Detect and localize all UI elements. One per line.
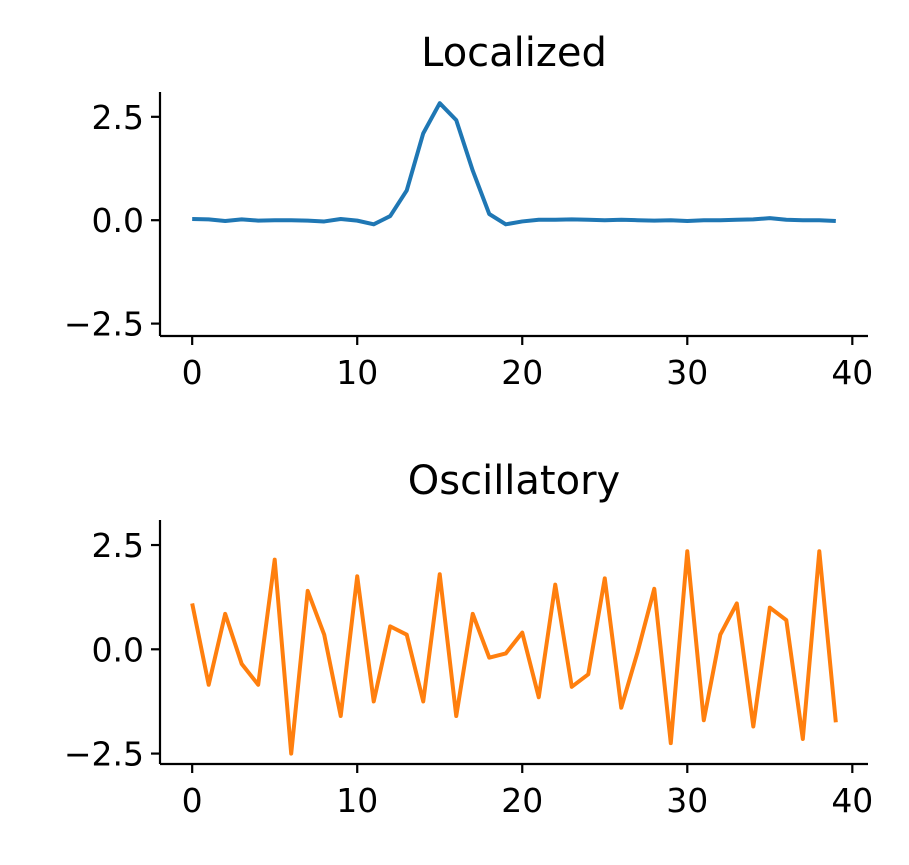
- localized-panel: Localized 0 10 20 30 40 −2.5 0.0 2.5: [64, 30, 873, 392]
- oscillatory-x-tick-label: 10: [336, 781, 378, 820]
- localized-y-tick-label: 2.5: [92, 98, 144, 137]
- localized-series-line: [192, 101, 836, 227]
- oscillatory-series-line: [190, 549, 838, 756]
- oscillatory-x-tick-label: 30: [666, 781, 708, 820]
- oscillatory-y-tick-label: −2.5: [64, 735, 144, 774]
- localized-x-tick-label: 10: [336, 353, 378, 392]
- localized-title: Localized: [421, 30, 607, 76]
- localized-y-tick-label: −2.5: [64, 305, 144, 344]
- oscillatory-y-tick-label: 2.5: [92, 526, 144, 565]
- localized-x-tick-label: 30: [666, 353, 708, 392]
- oscillatory-x-tick-label: 40: [831, 781, 873, 820]
- oscillatory-panel: Oscillatory 0 10 20 30 40 −2.5 0.0 2.5: [64, 458, 873, 820]
- oscillatory-x-tick-label: 0: [182, 781, 203, 820]
- localized-x-tick-label: 20: [501, 353, 543, 392]
- oscillatory-y-tick-label: 0.0: [92, 630, 144, 669]
- oscillatory-x-tick-label: 20: [501, 781, 543, 820]
- localized-x-tick-label: 0: [182, 353, 203, 392]
- oscillatory-title: Oscillatory: [408, 458, 620, 504]
- localized-x-tick-label: 40: [831, 353, 873, 392]
- localized-y-tick-label: 0.0: [92, 201, 144, 240]
